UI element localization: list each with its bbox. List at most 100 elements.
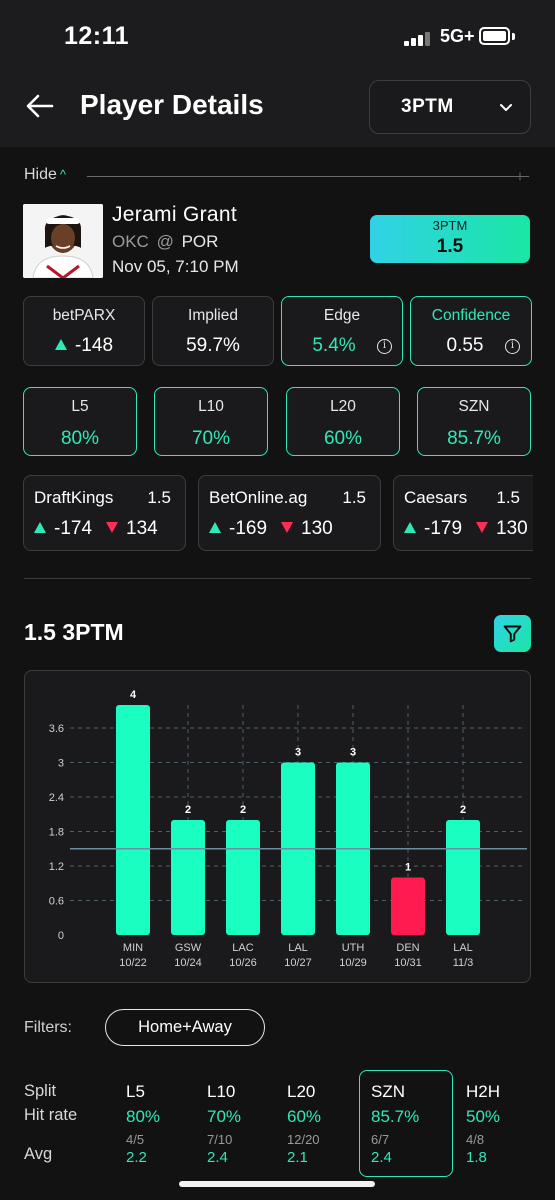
market-dropdown[interactable]: 3PTM [369, 80, 531, 134]
hit-window-l20[interactable]: L20 60% [286, 387, 400, 456]
under-odds: 130 [301, 518, 333, 539]
hit-window-value: 60% [323, 428, 363, 449]
hit-rate-row-label: Hit rate [24, 1106, 78, 1124]
book-odds-label: betPARX [52, 307, 116, 324]
matchup: OKC @ POR [112, 232, 218, 252]
x-tick-label-opponent: LAL [288, 942, 308, 954]
divider-end-icon [511, 172, 529, 181]
line-badge-market: 3PTM [432, 218, 468, 233]
line-badge: 3PTM 1.5 [370, 215, 530, 263]
split-name: L20 [287, 1082, 316, 1101]
split-column-h2h[interactable]: H2H 50% 4/8 1.8 [466, 1082, 546, 1166]
filter-button[interactable] [494, 615, 531, 652]
chevron-down-icon [500, 104, 512, 111]
book-name: Caesars [404, 488, 468, 507]
opponent-abbr: POR [181, 232, 219, 251]
split-column-l20[interactable]: L20 60% 12/20 2.1 [287, 1082, 377, 1166]
split-name: L10 [207, 1082, 236, 1101]
team-abbr: OKC [112, 232, 149, 251]
edge-label: Edge [323, 307, 361, 324]
info-icon[interactable]: i [505, 339, 520, 354]
up-triangle-icon [54, 339, 67, 350]
home-indicator [179, 1181, 375, 1187]
y-tick-label: 3.6 [49, 723, 64, 735]
book-card-betonline[interactable]: BetOnline.ag 1.5 -169 130 [198, 475, 381, 551]
chart-title: 1.5 3PTM [24, 619, 124, 645]
implied-label: Implied [188, 307, 238, 324]
split-rate: 80% [126, 1107, 161, 1126]
up-triangle-icon [34, 522, 46, 533]
hit-window-l10[interactable]: L10 70% [154, 387, 268, 456]
confidence-value: 0.55 [446, 335, 484, 356]
edge-value: 5.4% [312, 335, 356, 356]
bar-data-label: 2 [460, 804, 466, 816]
book-odds: -174 134 [34, 518, 158, 540]
book-line: 1.5 [496, 488, 520, 507]
book-name: BetOnline.ag [209, 488, 308, 507]
over-odds: -179 [424, 518, 463, 539]
book-odds-value: -148 [24, 335, 144, 357]
network-label: 5G+ [440, 26, 475, 46]
avg-row-label: Avg [24, 1145, 53, 1163]
bar [171, 820, 205, 935]
book-name: DraftKings [34, 488, 114, 507]
split-column-l5[interactable]: L5 80% 4/5 2.2 [126, 1082, 216, 1166]
hit-window-label: SZN [458, 398, 490, 415]
y-tick-label: 2.4 [49, 792, 64, 804]
down-triangle-icon [106, 522, 119, 533]
book-card-caesars[interactable]: Caesars 1.5 -179 130 [393, 475, 533, 551]
split-rate: 50% [466, 1107, 501, 1126]
book-odds: -179 130 [404, 518, 528, 540]
split-column-l10[interactable]: L10 70% 7/10 2.4 [207, 1082, 297, 1166]
hide-divider [87, 176, 515, 177]
under-odds: 130 [496, 518, 528, 539]
split-count: 4/5 [126, 1132, 145, 1147]
over-odds: -169 [229, 518, 268, 539]
hit-window-value: 70% [191, 428, 231, 449]
filter-chip-home-away[interactable]: Home+Away [105, 1009, 265, 1046]
x-tick-label-opponent: DEN [396, 942, 419, 954]
at-symbol: @ [156, 232, 174, 251]
split-rate: 85.7% [371, 1107, 420, 1126]
split-avg: 2.2 [126, 1149, 147, 1166]
x-tick-label-date: 10/22 [119, 957, 147, 969]
edge-card[interactable]: Edge 5.4% i [281, 296, 403, 366]
bar-data-label: 4 [130, 689, 137, 701]
split-avg: 2.4 [207, 1149, 228, 1166]
bar-data-label: 3 [295, 747, 301, 759]
x-tick-label-opponent: UTH [342, 942, 365, 954]
chevron-up-icon: ^ [59, 167, 67, 182]
split-count: 6/7 [371, 1132, 390, 1147]
book-card-draftkings[interactable]: DraftKings 1.5 -174 134 [23, 475, 186, 551]
hit-window-l5[interactable]: L5 80% [23, 387, 137, 456]
bar-data-label: 1 [405, 862, 411, 874]
confidence-card[interactable]: Confidence 0.55 i [410, 296, 532, 366]
bar [446, 820, 480, 935]
implied-value: 59.7% [186, 335, 240, 356]
hide-label: Hide [24, 166, 57, 183]
split-rate: 60% [287, 1107, 322, 1126]
x-tick-label-opponent: LAC [232, 942, 253, 954]
player-avatar [23, 204, 103, 278]
down-triangle-icon [476, 522, 489, 533]
bar [226, 820, 260, 935]
hide-toggle[interactable]: Hide ^ [24, 166, 66, 184]
hit-window-szn[interactable]: SZN 85.7% [417, 387, 531, 456]
book-line: 1.5 [342, 488, 366, 507]
info-icon[interactable]: i [377, 339, 392, 354]
x-tick-label-date: 10/31 [394, 957, 422, 969]
game-time: Nov 05, 7:10 PM [112, 257, 239, 276]
selected-split-highlight [359, 1070, 453, 1177]
back-arrow-icon[interactable] [24, 90, 56, 122]
over-odds: -174 [54, 518, 93, 539]
bar-data-label: 2 [240, 804, 246, 816]
x-tick-label-date: 10/26 [229, 957, 257, 969]
battery-icon [479, 27, 510, 45]
split-column-szn[interactable]: SZN 85.7% 6/7 2.4 [371, 1082, 461, 1166]
y-tick-label: 1.2 [49, 861, 64, 873]
split-avg: 2.4 [371, 1149, 392, 1166]
hit-window-label: L5 [71, 398, 89, 415]
section-divider [24, 578, 531, 579]
up-triangle-icon [209, 522, 221, 533]
under-odds: 134 [126, 518, 158, 539]
